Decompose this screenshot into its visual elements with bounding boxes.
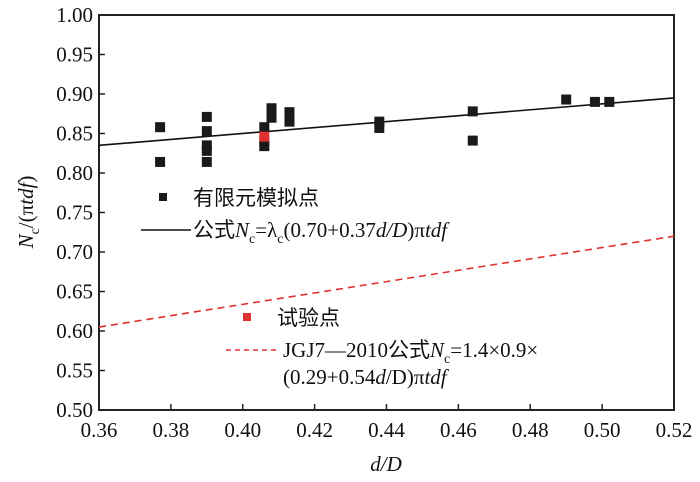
fem-point — [155, 156, 166, 167]
fem-point — [201, 140, 212, 151]
fem-point — [604, 96, 615, 107]
jgj-formula-line — [98, 235, 675, 328]
y-tick-label: 0.70 — [56, 240, 93, 264]
fem-point — [266, 103, 277, 114]
y-tick-label: 0.50 — [56, 398, 93, 422]
fem-point — [266, 112, 277, 123]
legend-formula-label: 公式Nc=λc(0.70+0.37d/D)πtdf — [193, 218, 450, 247]
fem-point — [284, 116, 295, 127]
series-lines — [98, 97, 675, 328]
y-title-N: N — [14, 233, 38, 249]
y-tick-label: 0.85 — [56, 122, 93, 146]
fem-point — [201, 145, 212, 156]
fitted-formula-line — [98, 97, 675, 147]
y-tick-label: 0.55 — [56, 359, 93, 383]
legend-fem-label: 有限元模拟点 — [193, 186, 319, 210]
fem-point — [561, 94, 572, 105]
y-tick-label: 0.65 — [56, 280, 93, 304]
y-title-rest: /(π — [14, 204, 38, 228]
y-tick-label: 0.75 — [56, 201, 93, 225]
series-points — [155, 94, 615, 167]
fem-point — [259, 141, 270, 152]
fem-point — [374, 122, 385, 133]
x-title-d: d — [370, 452, 381, 476]
x-tick-label: 0.50 — [584, 418, 621, 442]
x-tick-label: 0.42 — [296, 418, 333, 442]
y-title-c: c — [28, 228, 43, 234]
y-title-close: ) — [14, 176, 38, 183]
fem-point — [467, 106, 478, 117]
y-tick-label: 0.95 — [56, 43, 93, 67]
y-axis: 0.50 0.55 0.60 0.65 0.70 0.75 0.80 0.85 0.90 0.95… — [56, 3, 105, 422]
fem-point — [259, 122, 270, 133]
y-tick-label: 0.60 — [56, 319, 93, 343]
fem-point — [467, 135, 478, 146]
legend-test-marker — [243, 313, 251, 321]
fem-point — [374, 116, 385, 127]
fem-point — [201, 111, 212, 122]
x-tick-label: 0.48 — [512, 418, 549, 442]
legend-jgj-label-line2: (0.29+0.54d/D)πtdf — [283, 365, 450, 389]
x-tick-label: 0.40 — [224, 418, 261, 442]
fem-point — [284, 107, 295, 118]
x-axis-title: d/D — [370, 452, 402, 476]
x-tick-label: 0.38 — [153, 418, 190, 442]
fem-point — [155, 122, 166, 133]
y-axis-title: Nc/(πtdf) — [14, 176, 43, 250]
y-tick-label: 0.90 — [56, 82, 93, 106]
x-tick-label: 0.46 — [440, 418, 477, 442]
y-title-tdf: tdf — [14, 179, 38, 204]
x-axis: 0.36 0.38 0.40 0.42 0.44 0.46 0.48 0.50 0.52 — [81, 404, 693, 442]
fem-point — [201, 156, 212, 167]
x-tick-label: 0.44 — [368, 418, 405, 442]
test-point — [259, 131, 270, 142]
x-title-rest: /D — [380, 452, 402, 476]
legend-fem-marker — [159, 193, 167, 201]
y-tick-label: 0.80 — [56, 161, 93, 185]
fem-point — [201, 126, 212, 137]
x-tick-label: 0.36 — [81, 418, 118, 442]
legend-jgj-label-line1: JGJ7—2010公式Nc=1.4×0.9× — [283, 338, 538, 367]
x-tick-label: 0.52 — [656, 418, 693, 442]
legend-test-label: 试验点 — [277, 306, 340, 330]
fem-point — [589, 96, 600, 107]
y-tick-label: 1.00 — [56, 3, 93, 27]
legend: 有限元模拟点 公式Nc=λc(0.70+0.37d/D)πtdf 试验点 JGJ… — [141, 186, 538, 389]
